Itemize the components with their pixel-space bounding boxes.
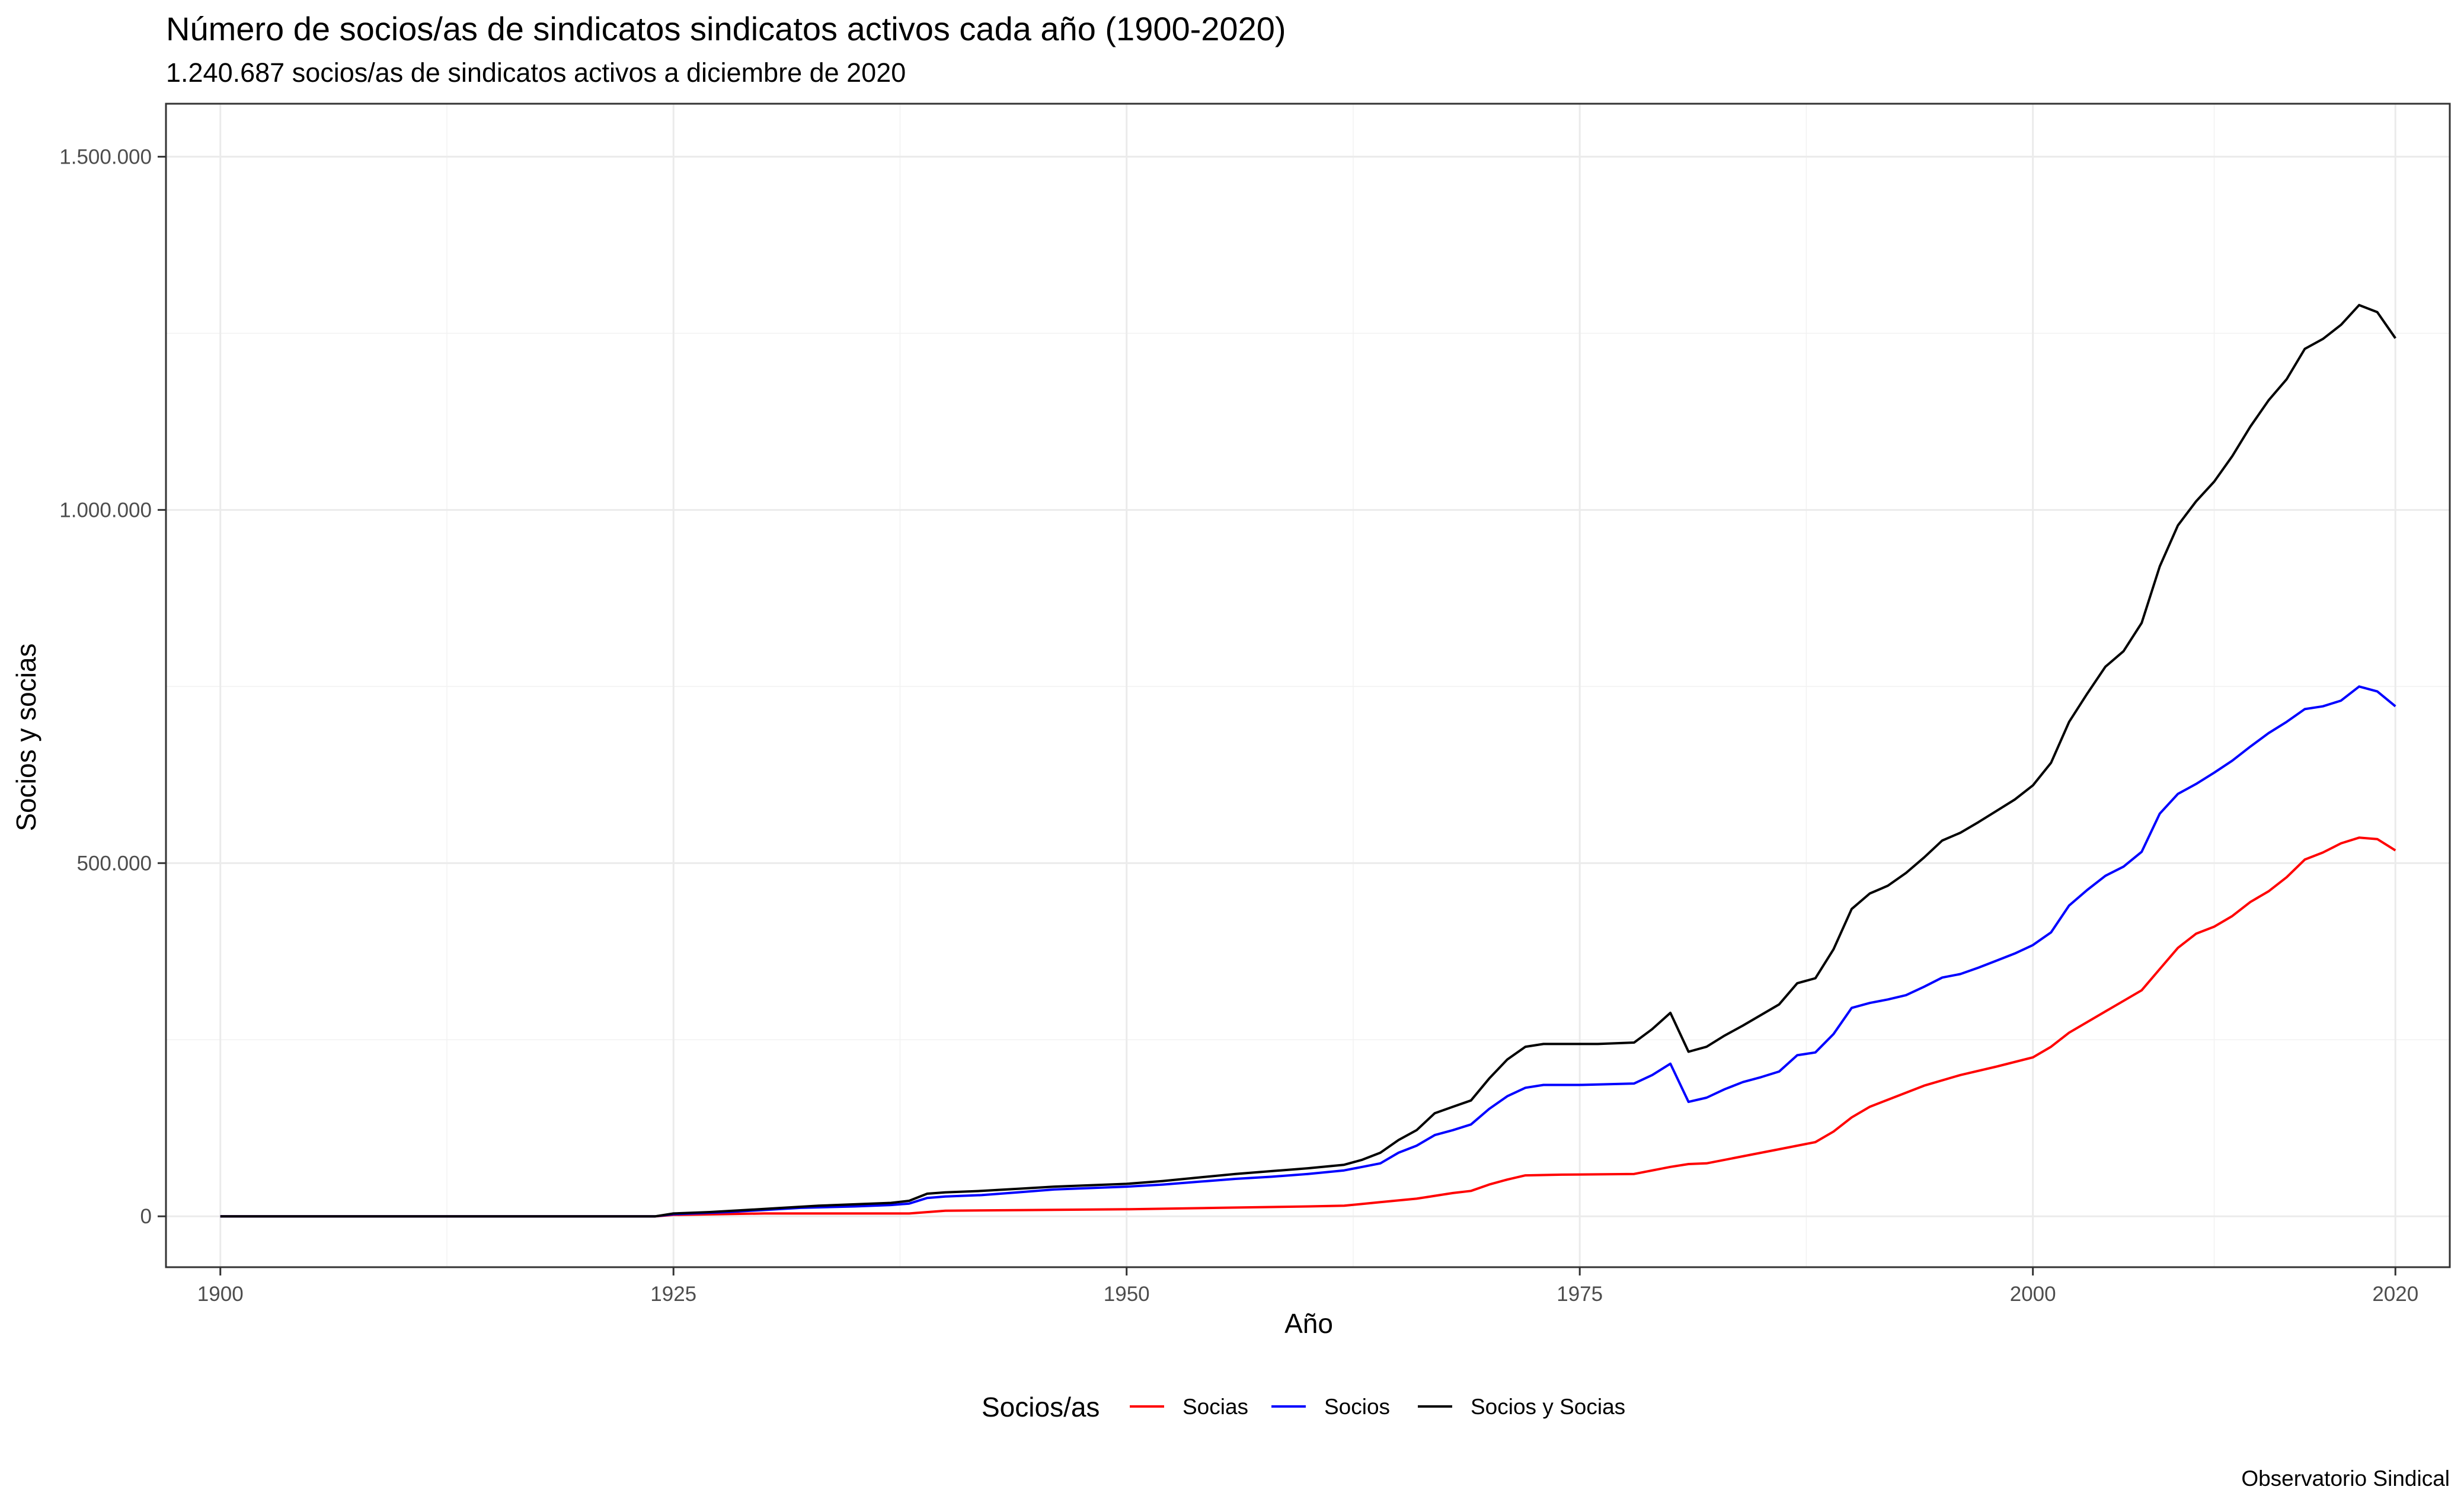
plot-panel-border: [165, 103, 2451, 1268]
axis-ticks: 1900 1925 1950 1975 2000 2020 0 500.000 1.000.00…: [59, 145, 2418, 1306]
x-tick-label: 2000: [2010, 1283, 2056, 1306]
series-line-socios: [220, 685, 2396, 1218]
chart-subtitle: 1.240.687 socios/as de sindicatos activo…: [166, 57, 906, 88]
legend: Socios/as Socias Socios Socios y Socias: [982, 1392, 1625, 1422]
legend-title: Socios/as: [982, 1392, 1100, 1422]
series-line-socios-y-socias: [220, 303, 2396, 1218]
chart-caption: Observatorio Sindical: [2241, 1466, 2450, 1491]
series-lines: [220, 303, 2396, 1218]
chart-title: Número de socios/as de sindicatos sindic…: [166, 10, 1286, 47]
y-tick-label: 1.500.000: [59, 145, 152, 168]
y-tick-label: 0: [140, 1205, 152, 1228]
y-axis-title: Socios y socias: [11, 643, 41, 831]
x-tick-label: 1900: [197, 1283, 244, 1306]
x-tick-label: 1950: [1104, 1283, 1150, 1306]
series-line-socias: [220, 836, 2396, 1218]
x-axis-title: Año: [1284, 1308, 1333, 1339]
x-tick-label: 1975: [1557, 1283, 1603, 1306]
legend-label-socias: Socias: [1183, 1395, 1248, 1419]
y-tick-label: 1.000.000: [59, 498, 152, 522]
x-tick-label: 1925: [650, 1283, 696, 1306]
grid-lines: [166, 104, 2450, 1267]
legend-label-socios-y-socias: Socios y Socias: [1471, 1395, 1625, 1419]
x-tick-label: 2020: [2372, 1283, 2418, 1306]
legend-label-socios: Socios: [1324, 1395, 1390, 1419]
y-tick-label: 500.000: [76, 852, 152, 875]
